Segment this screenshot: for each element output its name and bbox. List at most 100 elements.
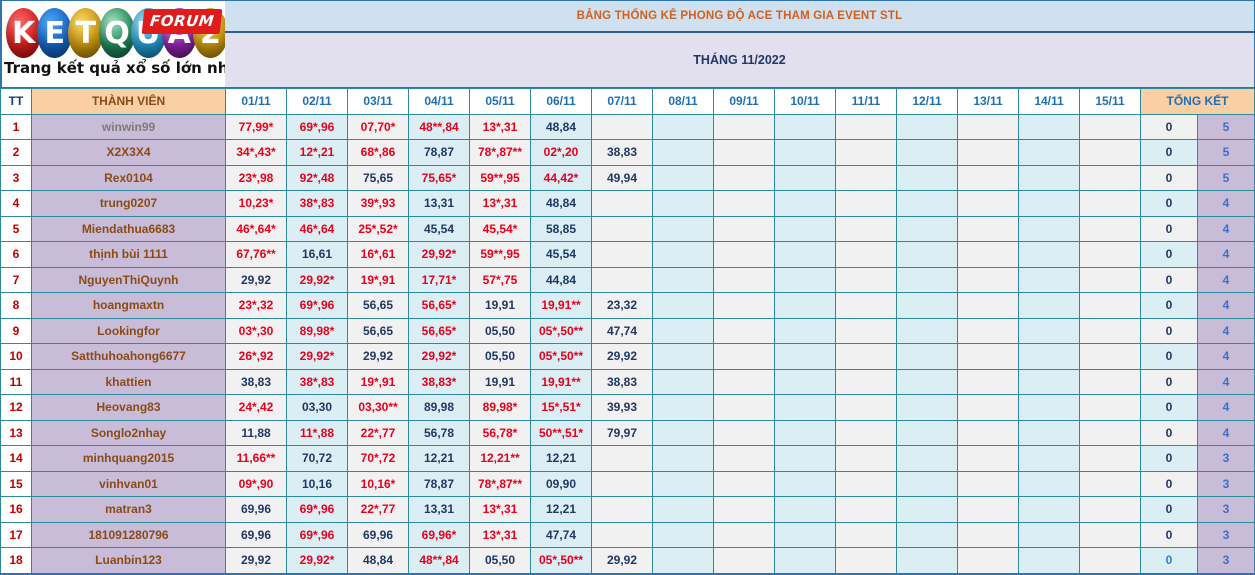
member-name[interactable]: hoangmaxtn bbox=[31, 292, 226, 319]
day-cell bbox=[591, 241, 653, 268]
day-cell bbox=[713, 419, 775, 446]
site-logo[interactable]: K E T Q U A 2 FORUM Trang kết quả xổ số … bbox=[0, 0, 225, 88]
day-cell bbox=[1018, 190, 1080, 217]
day-cell bbox=[713, 266, 775, 293]
member-name[interactable]: trung0207 bbox=[31, 190, 226, 217]
member-name[interactable]: Rex0104 bbox=[31, 164, 226, 191]
member-name[interactable]: NguyenThiQuynh bbox=[31, 266, 226, 293]
row-index: 5 bbox=[0, 215, 32, 242]
day-cell: 09*,90 bbox=[225, 470, 287, 497]
total-zero-cell: 0 bbox=[1140, 215, 1198, 242]
day-cell: 69,96 bbox=[347, 521, 409, 548]
day-cell bbox=[835, 190, 897, 217]
day-cell bbox=[652, 394, 714, 421]
day-cell: 05*,50** bbox=[530, 343, 592, 370]
total-zero-cell: 0 bbox=[1140, 445, 1198, 472]
day-cell: 03,30 bbox=[286, 394, 348, 421]
table-row: 5 Miendathua6683 46*,64* 46*,64 25*,52* 45,54… bbox=[0, 215, 1255, 242]
table-row: 13 Songlo2nhay 11,88 11*,88 22*,77 56,78 56,78… bbox=[0, 419, 1255, 446]
total-count-cell: 5 bbox=[1197, 139, 1255, 166]
day-cell bbox=[1018, 521, 1080, 548]
day-cell bbox=[957, 496, 1019, 523]
member-name[interactable]: vinhvan01 bbox=[31, 470, 226, 497]
day-cell bbox=[774, 368, 836, 395]
day-cell: 19*,91 bbox=[347, 368, 409, 395]
day-cell bbox=[652, 266, 714, 293]
row-index: 8 bbox=[0, 292, 32, 319]
member-name[interactable]: Luanbin123 bbox=[31, 547, 226, 575]
member-name[interactable]: khattien bbox=[31, 368, 226, 395]
row-index: 1 bbox=[0, 113, 32, 140]
day-cell bbox=[1018, 317, 1080, 344]
total-count-cell: 5 bbox=[1197, 164, 1255, 191]
day-cell bbox=[1079, 445, 1141, 472]
day-cell: 12,21 bbox=[408, 445, 470, 472]
row-index: 10 bbox=[0, 343, 32, 370]
member-name[interactable]: 181091280796 bbox=[31, 521, 226, 548]
day-cell bbox=[591, 215, 653, 242]
member-name[interactable]: minhquang2015 bbox=[31, 445, 226, 472]
logo-letter-3: T bbox=[68, 8, 104, 58]
day-cell: 22*,77 bbox=[347, 419, 409, 446]
member-name[interactable]: Heovang83 bbox=[31, 394, 226, 421]
day-cell bbox=[1079, 470, 1141, 497]
day-cell: 47,74 bbox=[530, 521, 592, 548]
day-cell: 58,85 bbox=[530, 215, 592, 242]
row-index: 13 bbox=[0, 419, 32, 446]
day-cell bbox=[957, 343, 1019, 370]
day-cell bbox=[713, 521, 775, 548]
column-header-day-8: 08/11 bbox=[652, 88, 714, 115]
day-cell: 56,65 bbox=[347, 317, 409, 344]
total-count-cell: 4 bbox=[1197, 343, 1255, 370]
day-cell bbox=[591, 496, 653, 523]
member-name[interactable]: thịnh bùi 1111 bbox=[31, 241, 226, 268]
row-index: 2 bbox=[0, 139, 32, 166]
column-header-day-14: 14/11 bbox=[1018, 88, 1080, 115]
day-cell: 17,71* bbox=[408, 266, 470, 293]
day-cell bbox=[1079, 266, 1141, 293]
day-cell bbox=[957, 139, 1019, 166]
member-name[interactable]: X2X3X4 bbox=[31, 139, 226, 166]
day-cell: 45,54* bbox=[469, 215, 531, 242]
member-name[interactable]: Lookingfor bbox=[31, 317, 226, 344]
day-cell bbox=[774, 139, 836, 166]
day-cell bbox=[1079, 139, 1141, 166]
day-cell: 13*,31 bbox=[469, 496, 531, 523]
day-cell bbox=[957, 445, 1019, 472]
day-cell bbox=[896, 547, 958, 575]
day-cell bbox=[835, 496, 897, 523]
day-cell bbox=[774, 266, 836, 293]
day-cell bbox=[957, 266, 1019, 293]
member-name[interactable]: winwin99 bbox=[31, 113, 226, 140]
row-index: 7 bbox=[0, 266, 32, 293]
day-cell: 48**,84 bbox=[408, 113, 470, 140]
logo-letter-4: Q bbox=[99, 8, 135, 58]
day-cell bbox=[652, 445, 714, 472]
member-name[interactable]: Satthuhoahong6677 bbox=[31, 343, 226, 370]
day-cell: 46*,64 bbox=[286, 215, 348, 242]
day-cell bbox=[774, 215, 836, 242]
day-cell bbox=[1079, 419, 1141, 446]
member-name[interactable]: Miendathua6683 bbox=[31, 215, 226, 242]
total-count-cell: 4 bbox=[1197, 241, 1255, 268]
day-cell bbox=[957, 292, 1019, 319]
day-cell bbox=[1018, 164, 1080, 191]
column-header-day-12: 12/11 bbox=[896, 88, 958, 115]
day-cell: 23,32 bbox=[591, 292, 653, 319]
day-cell bbox=[591, 113, 653, 140]
member-name[interactable]: Songlo2nhay bbox=[31, 419, 226, 446]
day-cell: 02*,20 bbox=[530, 139, 592, 166]
day-cell: 12,21 bbox=[530, 445, 592, 472]
day-cell: 13*,31 bbox=[469, 113, 531, 140]
day-cell: 29,92* bbox=[286, 547, 348, 575]
day-cell bbox=[896, 343, 958, 370]
day-cell: 59**,95 bbox=[469, 164, 531, 191]
total-zero-cell: 0 bbox=[1140, 266, 1198, 293]
day-cell bbox=[652, 215, 714, 242]
day-cell bbox=[835, 521, 897, 548]
day-cell: 10,16 bbox=[286, 470, 348, 497]
member-name[interactable]: matran3 bbox=[31, 496, 226, 523]
day-cell bbox=[896, 190, 958, 217]
day-cell: 38,83* bbox=[408, 368, 470, 395]
day-cell: 69,96 bbox=[225, 521, 287, 548]
